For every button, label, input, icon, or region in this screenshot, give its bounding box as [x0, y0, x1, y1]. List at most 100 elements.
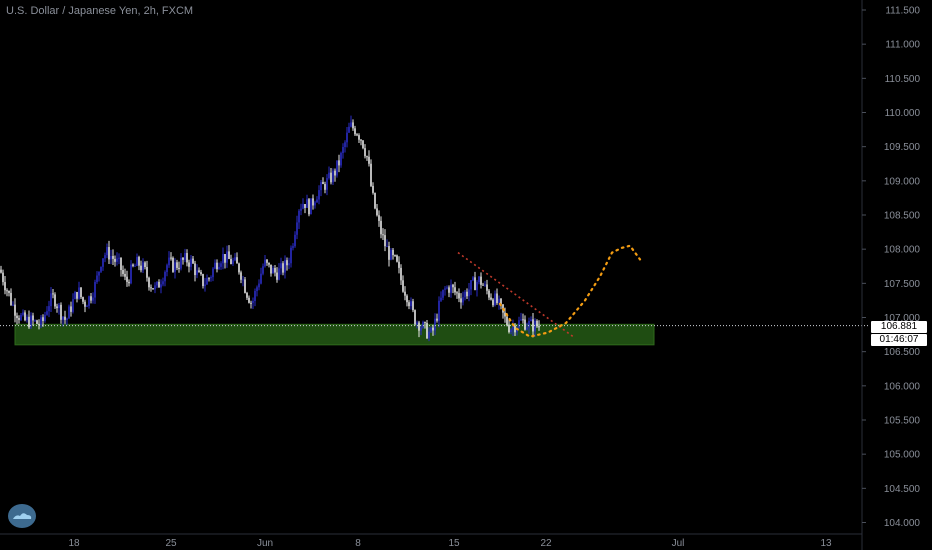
candle-body	[332, 170, 334, 183]
candle-body	[146, 266, 148, 278]
candle-body	[316, 199, 318, 203]
candle-body	[0, 269, 2, 273]
candle-body	[506, 316, 508, 325]
candle-body	[72, 299, 74, 312]
candle-body	[274, 267, 276, 273]
candle-body	[280, 263, 282, 269]
candle-body	[504, 312, 506, 317]
candle-body	[310, 198, 312, 215]
candle-body	[378, 215, 380, 221]
candle-body	[456, 292, 458, 294]
candle-body	[132, 264, 134, 266]
candle-body	[342, 147, 344, 154]
support-zone	[14, 323, 655, 346]
candle-body	[256, 287, 258, 291]
candle-body	[518, 320, 520, 328]
candle-body	[232, 260, 234, 264]
candle-body	[436, 318, 438, 321]
candle-body	[388, 246, 390, 260]
candle-body	[464, 291, 466, 298]
cloud-logo-icon[interactable]	[7, 503, 37, 529]
candle-body	[122, 269, 124, 274]
candle-body	[154, 285, 156, 290]
candle-body	[92, 297, 94, 301]
candle-body	[522, 319, 524, 321]
candle-body	[2, 272, 4, 283]
candle-body	[198, 270, 200, 273]
candle-body	[120, 257, 122, 270]
candle-body	[304, 204, 306, 208]
candle-body	[8, 290, 10, 293]
x-tick-label: 13	[820, 538, 832, 549]
candle-body	[420, 327, 422, 331]
projection-path	[498, 244, 642, 338]
candle-body	[538, 326, 540, 328]
candle-body	[356, 134, 358, 136]
candle-body	[294, 234, 296, 247]
candle-body	[334, 170, 336, 176]
candle-body	[300, 208, 302, 211]
candle-body	[324, 184, 326, 190]
candle-body	[442, 289, 444, 298]
candle-body	[466, 291, 468, 297]
candle-body	[168, 257, 170, 266]
candle-body	[330, 172, 332, 183]
candle-body	[34, 320, 36, 322]
candle-body	[220, 263, 222, 267]
candle-body	[186, 253, 188, 263]
candle-body	[314, 202, 316, 206]
candle-body	[470, 280, 472, 290]
candle-body	[530, 319, 532, 322]
candle-body	[536, 320, 538, 327]
candle-body	[64, 316, 66, 320]
candle-body	[18, 318, 20, 320]
candle-body	[490, 297, 492, 300]
candle-body	[246, 292, 248, 298]
candle-body	[250, 302, 252, 304]
candle-body	[482, 284, 484, 286]
candle-body	[196, 270, 198, 276]
candle-body	[418, 322, 420, 331]
candle-body	[448, 287, 450, 293]
candle-body	[114, 258, 116, 262]
candle-body	[412, 301, 414, 311]
candle-body	[534, 320, 536, 332]
candle-body	[10, 292, 12, 305]
candle-body	[54, 294, 56, 307]
x-tick-label: 8	[355, 538, 361, 549]
candle-body	[364, 148, 366, 157]
candle-body	[394, 255, 396, 257]
candle-body	[398, 261, 400, 268]
candle-body	[36, 320, 38, 324]
candle-body	[374, 192, 376, 209]
y-tick-label: 105.000	[884, 450, 921, 461]
trend-line	[457, 251, 576, 339]
candle-body	[478, 276, 480, 283]
y-tick-label: 109.500	[884, 142, 921, 153]
candle-body	[20, 314, 22, 320]
candle-body	[474, 277, 476, 291]
candle-body	[46, 311, 48, 315]
candle-body	[396, 255, 398, 262]
candle-body	[204, 284, 206, 287]
countdown-label: 01:46:07	[871, 334, 927, 346]
candle-body	[520, 319, 522, 321]
candle-body	[462, 297, 464, 303]
candle-body	[430, 327, 432, 332]
candle-body	[84, 301, 86, 307]
candle-body	[234, 257, 236, 261]
candle-body	[76, 292, 78, 299]
candle-body	[136, 257, 138, 266]
candle-body	[380, 220, 382, 235]
candle-body	[360, 139, 362, 141]
candle-body	[272, 267, 274, 274]
last-price-label: 106.881	[871, 321, 927, 333]
candle-body	[102, 258, 104, 267]
candle-body	[406, 295, 408, 303]
candle-body	[262, 266, 264, 274]
candle-body	[78, 287, 80, 299]
candle-body	[528, 321, 530, 328]
candle-body	[392, 249, 394, 256]
candle-body	[454, 287, 456, 293]
